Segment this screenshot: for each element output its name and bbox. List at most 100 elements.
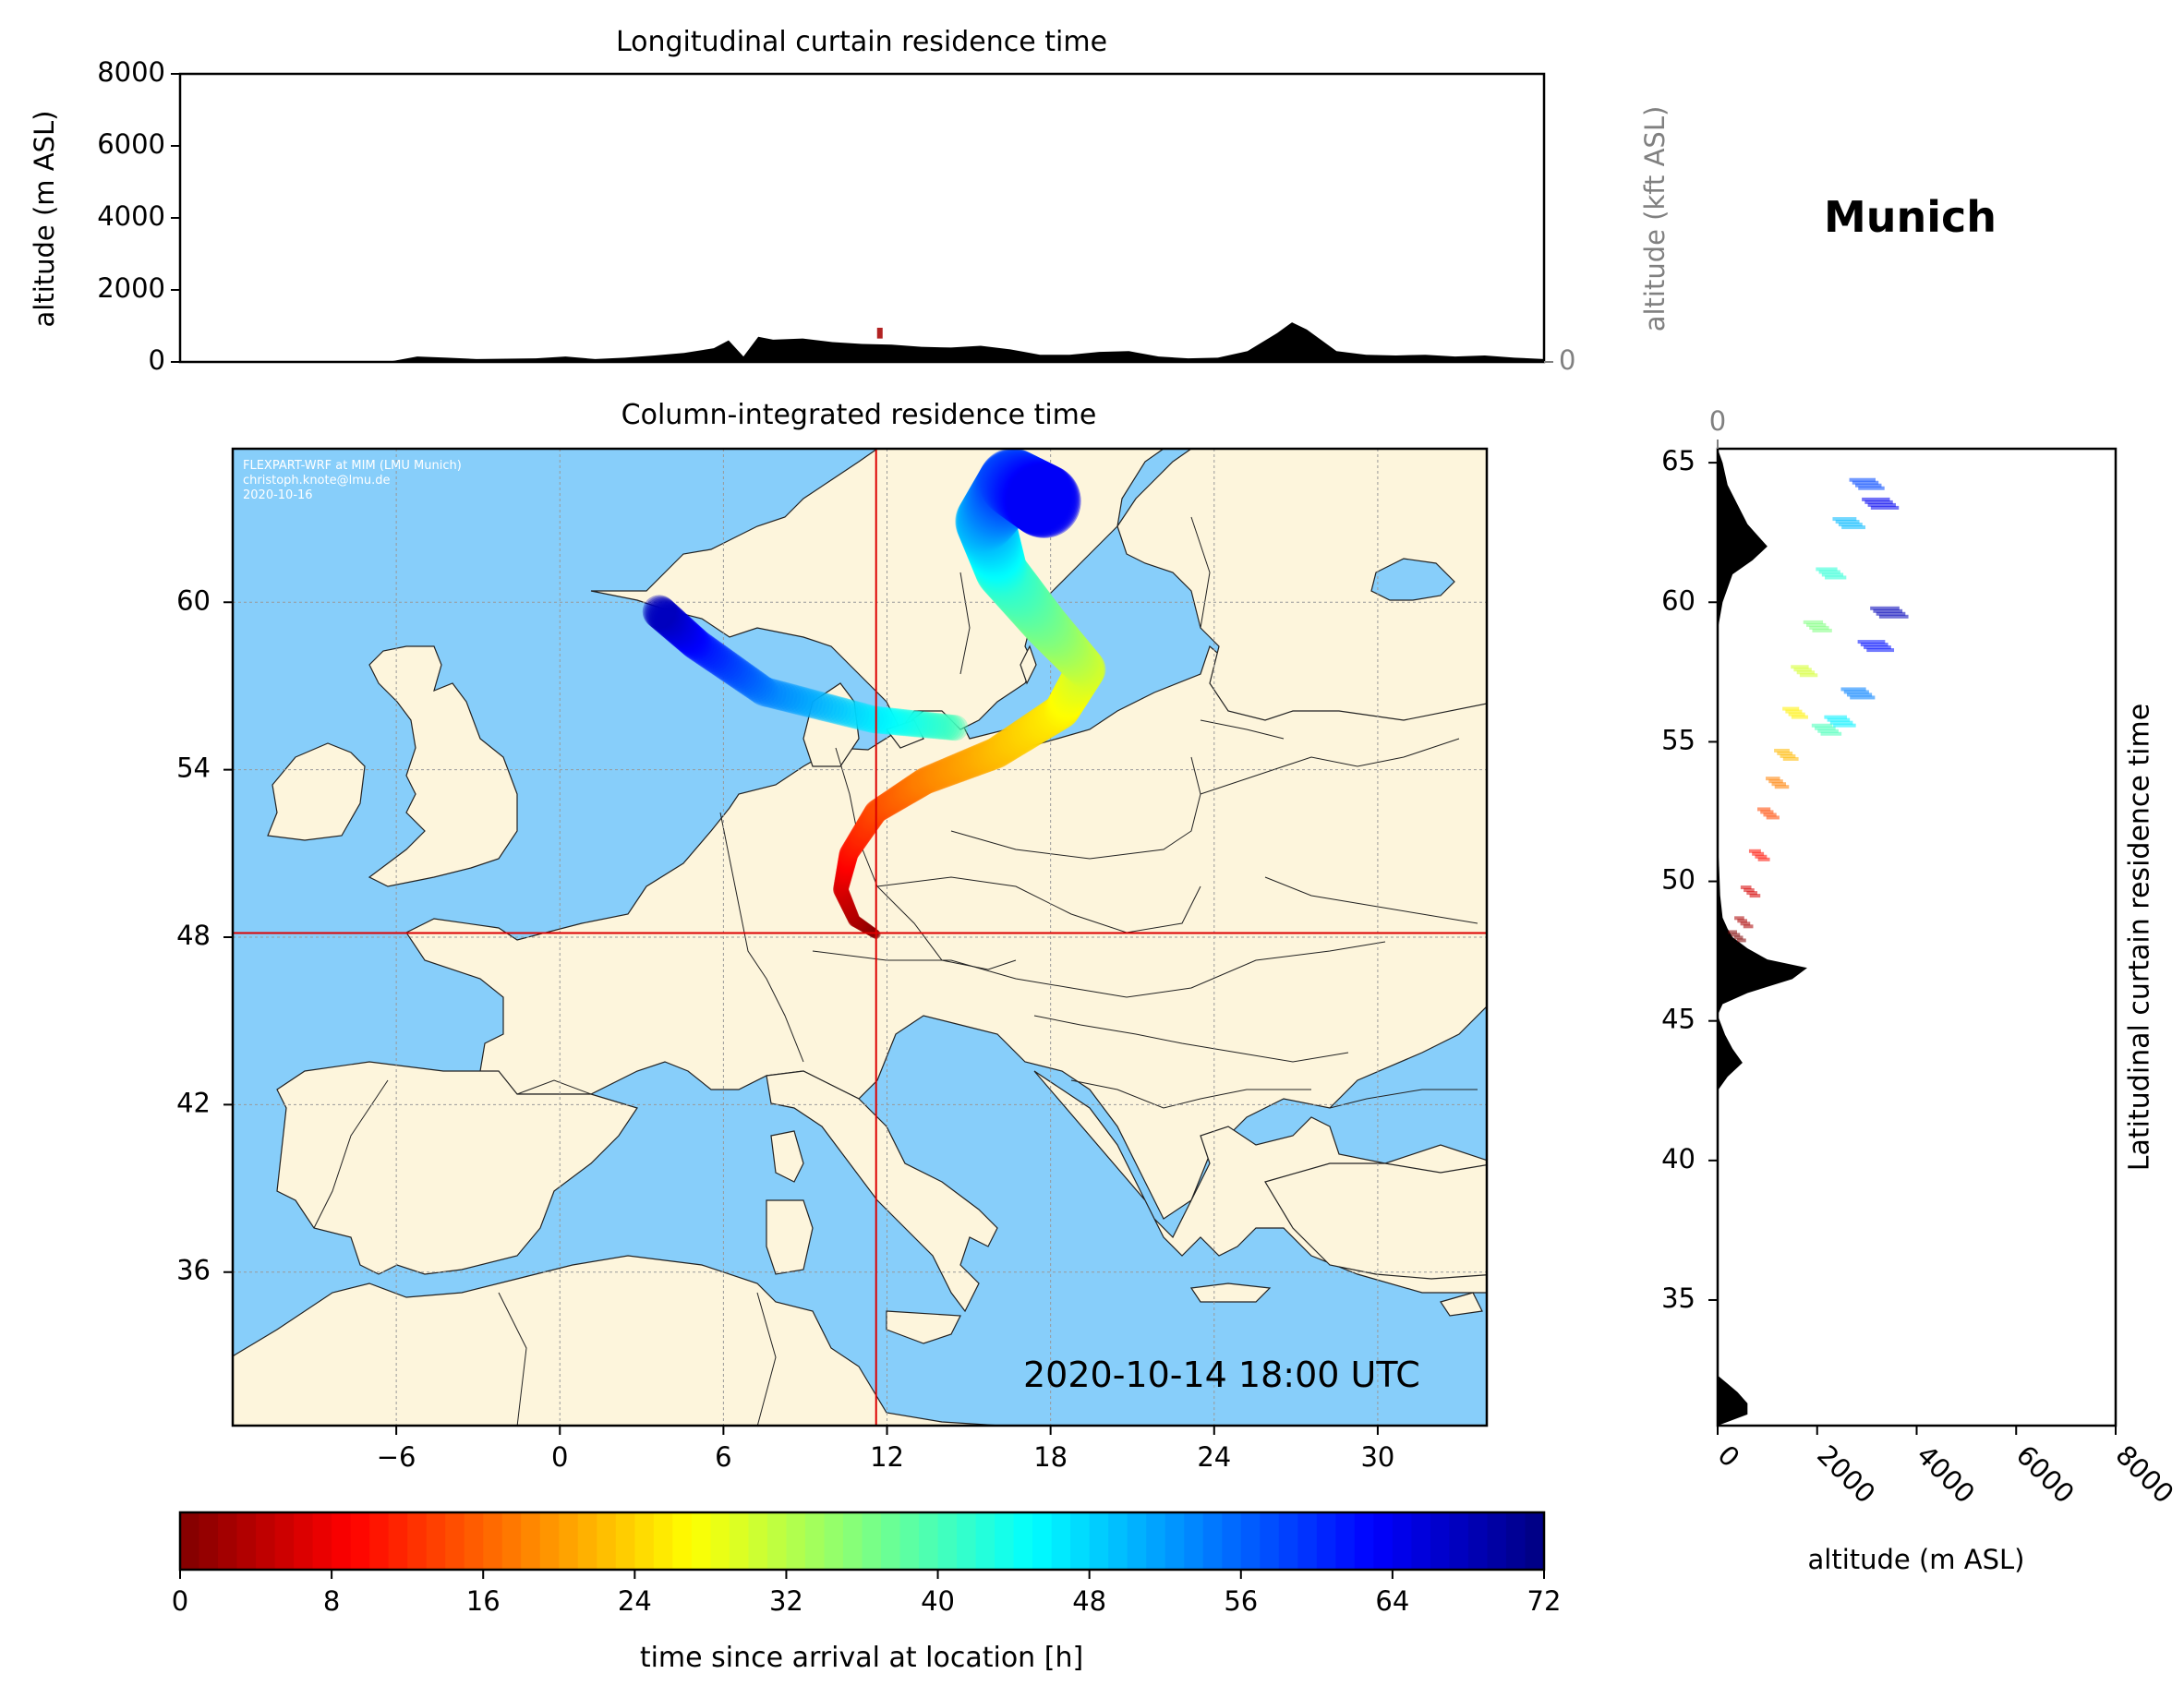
plume-cell [971, 536, 1026, 590]
right-residence-cell [1855, 483, 1882, 488]
plume-cell [973, 740, 1005, 772]
colorbar-cell [1108, 1512, 1128, 1570]
colorbar-cell [729, 1512, 750, 1570]
plume-cell [834, 873, 851, 890]
top-axes-frame [178, 72, 1546, 364]
plume-cell [903, 710, 931, 738]
colorbar-cell [1467, 1512, 1489, 1570]
right-residence-cell [1740, 885, 1752, 890]
land-italy [766, 1070, 998, 1313]
colorbar-cell [1240, 1512, 1261, 1570]
plume-cell [858, 921, 870, 933]
plume-cell [1007, 464, 1081, 538]
plume-cell [830, 697, 859, 727]
plume-cell [978, 548, 1031, 601]
plume-cell [959, 501, 1018, 561]
colorbar-cell [995, 1512, 1015, 1570]
right-residence-cell [1850, 695, 1876, 700]
border-germany-east [835, 747, 1017, 970]
plume-cell [864, 705, 893, 734]
colorbar-label: time since arrival at location [h] [639, 1642, 1084, 1674]
credit-block: FLEXPART-WRF at MIM (LMU Munich) christo… [243, 459, 462, 503]
right-residence-cell [1867, 502, 1896, 507]
plume-cell [980, 550, 1032, 603]
plume-cell [775, 683, 805, 713]
plume-cell [1062, 656, 1102, 696]
right-residence-cell [1825, 575, 1847, 580]
plume-cell [1038, 619, 1082, 663]
plume-cell [845, 833, 866, 854]
colorbar-tick-label: 40 [921, 1585, 955, 1617]
plume-cell [1060, 660, 1099, 700]
plume-cell [833, 876, 851, 893]
plume-cell [984, 557, 1036, 608]
colorbar-cell [483, 1512, 503, 1570]
plume-cell [838, 849, 857, 869]
plume-cell [960, 507, 1020, 566]
plume-cell [1005, 719, 1039, 753]
plume-cell [1064, 654, 1104, 693]
colorbar-cell [294, 1512, 314, 1570]
plume-cell [854, 817, 876, 839]
colorbar-cell [1297, 1512, 1318, 1570]
plume-cell [1061, 657, 1101, 697]
plume-cell [849, 914, 862, 927]
right-x-tick-label: 6000 [2010, 1439, 2081, 1510]
right-residence-cell [1827, 717, 1851, 722]
plume-cell [664, 614, 697, 647]
plume-cell [874, 793, 899, 818]
plume-cell [892, 780, 919, 807]
map-panel: −6 0 6 12 18 24 30 36 42 48 54 60 [176, 447, 1489, 1473]
colorbar-cell [256, 1512, 276, 1570]
plume-cell [967, 524, 1023, 580]
plume-cell [908, 769, 936, 797]
plume-cell [878, 707, 907, 736]
colorbar-cell [521, 1512, 541, 1570]
land-sicily [886, 1310, 961, 1344]
right-residence-cell [1760, 810, 1774, 814]
plume-cell [837, 853, 856, 873]
right-residence-cell [1780, 753, 1796, 758]
plume-cell [1025, 605, 1071, 651]
plume-cell [975, 739, 1008, 771]
colorbar-cell [862, 1512, 882, 1570]
plume-cell [1024, 706, 1059, 741]
colorbar-cell [1487, 1512, 1507, 1570]
plume-cell [911, 711, 939, 739]
border-hungary [1033, 1015, 1349, 1063]
plume-cell [706, 645, 737, 678]
colorbar-cell [766, 1512, 788, 1570]
plume-cell [1016, 594, 1063, 642]
right-residence-cell [1799, 673, 1818, 678]
right-residence-cell [1788, 712, 1805, 717]
plume-cell [939, 714, 966, 741]
plume-cell [1028, 608, 1074, 654]
plume-cell [964, 516, 1021, 573]
plume-cell [1060, 643, 1102, 684]
plume-cell [1054, 636, 1096, 679]
plume-cell [1044, 690, 1081, 727]
plume-cell [909, 711, 936, 739]
plume-cell [991, 564, 1042, 615]
right-residence-cell [1857, 640, 1886, 644]
plume-cell [859, 921, 870, 933]
colorbar-cell [804, 1512, 826, 1570]
plume-cell [834, 884, 850, 900]
plume-cell [692, 636, 724, 668]
right-residence-cell [1818, 570, 1840, 574]
plume-cell [961, 478, 1025, 541]
plume-cell [682, 630, 715, 662]
plume-cell [1047, 685, 1084, 723]
border-alps [812, 941, 1386, 998]
plume-cell [667, 616, 700, 650]
plume-cell [841, 901, 856, 915]
map-y-tick-label: 60 [176, 584, 211, 616]
plume-cell [889, 708, 917, 737]
plume-cell [936, 755, 966, 786]
plume-cell [875, 791, 900, 817]
land-iberia [276, 1061, 638, 1275]
top-secondary-y-axis-label: altitude (kft ASL) [1639, 105, 1671, 332]
plume-cell [1022, 707, 1057, 742]
colorbar-cell [1316, 1512, 1336, 1570]
plume-cell [955, 491, 1016, 552]
